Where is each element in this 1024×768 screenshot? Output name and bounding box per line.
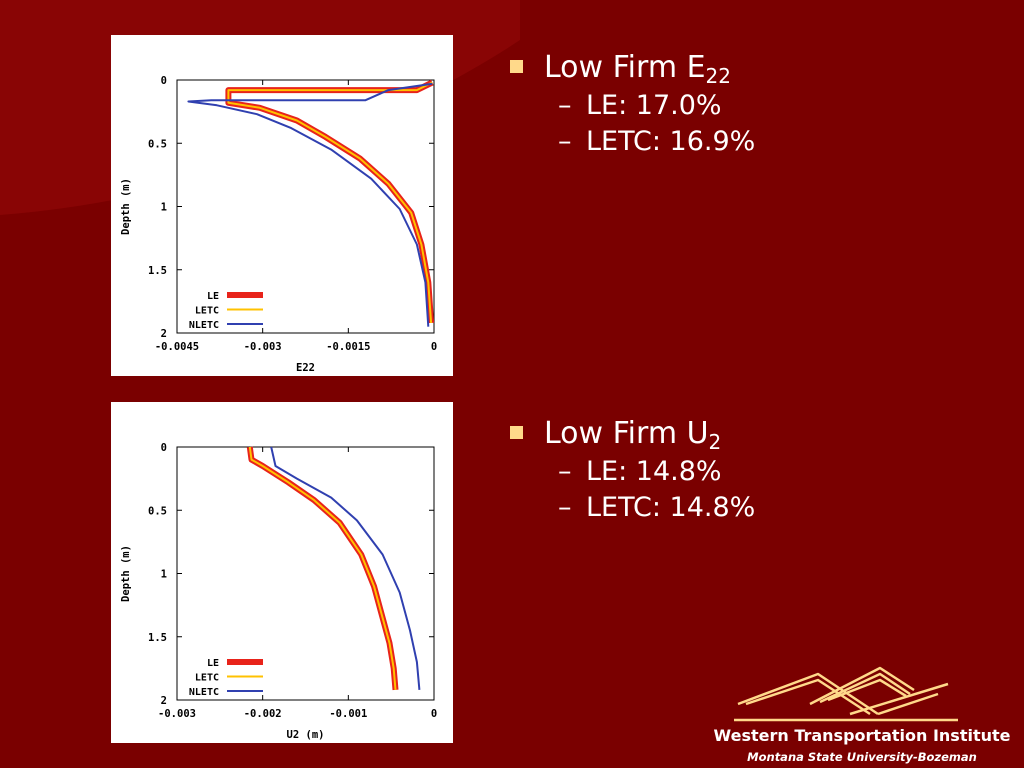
bullet-label: Low Firm U bbox=[544, 416, 709, 451]
legend-label: LETC bbox=[195, 673, 219, 684]
dash-glyph: – bbox=[558, 456, 572, 487]
y-tick-label: 1.5 bbox=[148, 265, 167, 277]
legend-label: LE bbox=[207, 658, 219, 669]
y-tick-label: 0.5 bbox=[148, 505, 167, 517]
e22-depth-chart: -0.0045 -0.003 -0.0015 0 0 0.5 1 1.5 2 E22 Depth (… bbox=[111, 35, 453, 376]
bullet-subscript: 2 bbox=[708, 430, 722, 454]
sub-bullet-text: LETC: 14.8% bbox=[586, 492, 756, 523]
y-tick-label: 1.5 bbox=[148, 632, 167, 644]
dash-glyph: – bbox=[558, 90, 572, 121]
logo-name: Western Transportation Institute bbox=[713, 726, 1011, 745]
series-line-letc bbox=[227, 81, 433, 323]
legend-label: NLETC bbox=[189, 320, 219, 331]
bullet-square-icon bbox=[510, 426, 523, 439]
y-tick-label: 1 bbox=[161, 569, 167, 581]
series-line-nletc bbox=[187, 82, 433, 327]
bullet-square-icon bbox=[510, 60, 523, 73]
y-tick-label: 0 bbox=[161, 442, 167, 454]
x-axis-label: E22 bbox=[296, 362, 315, 374]
y-tick-label: 2 bbox=[161, 328, 167, 340]
x-tick-label: -0.001 bbox=[329, 708, 367, 720]
y-tick-label: 1 bbox=[161, 202, 167, 214]
bullet-group-u2: Low Firm U2 – LE: 14.8% – LETC: 14.8% bbox=[510, 414, 755, 526]
bullet-heading: Low Firm U2 bbox=[510, 414, 755, 454]
series-line-nletc bbox=[270, 446, 421, 690]
u2-depth-chart: -0.003 -0.002 -0.001 0 0 0.5 1 1.5 2 U2 (m) Depth … bbox=[111, 402, 453, 743]
legend-label: NLETC bbox=[189, 687, 219, 698]
series-line-le bbox=[225, 79, 435, 324]
sub-bullet-text: LE: 14.8% bbox=[586, 456, 722, 487]
sub-bullet-text: LE: 17.0% bbox=[586, 90, 722, 121]
x-tick-label: -0.003 bbox=[244, 341, 282, 353]
logo-subtitle: Montana State University-Bozeman bbox=[747, 750, 977, 764]
x-tick-label: 0 bbox=[431, 341, 437, 353]
y-axis-label: Depth (m) bbox=[120, 178, 132, 235]
y-tick-label: 2 bbox=[161, 695, 167, 707]
sub-bullet: – LETC: 16.9% bbox=[558, 124, 755, 160]
x-axis-label: U2 (m) bbox=[287, 729, 325, 741]
bullet-group-e22: Low Firm E22 – LE: 17.0% – LETC: 16.9% bbox=[510, 48, 755, 160]
y-axis-label: Depth (m) bbox=[120, 545, 132, 602]
legend-label: LE bbox=[207, 291, 219, 302]
series-line-le bbox=[246, 446, 399, 691]
series-line-letc bbox=[248, 446, 397, 690]
sub-bullet: – LE: 14.8% bbox=[558, 454, 755, 490]
x-tick-label: 0 bbox=[431, 708, 437, 720]
x-tick-label: -0.0045 bbox=[155, 341, 199, 353]
y-tick-label: 0.5 bbox=[148, 138, 167, 150]
sub-bullet: – LE: 17.0% bbox=[558, 88, 755, 124]
sub-bullet: – LETC: 14.8% bbox=[558, 490, 755, 526]
legend-label: LETC bbox=[195, 306, 219, 317]
x-tick-label: -0.0015 bbox=[326, 341, 370, 353]
wti-logo: Western Transportation Institute Montana… bbox=[700, 662, 1024, 768]
bullet-heading: Low Firm E22 bbox=[510, 48, 755, 88]
x-tick-label: -0.003 bbox=[158, 708, 196, 720]
sub-bullet-text: LETC: 16.9% bbox=[586, 126, 756, 157]
mountain-logo-icon bbox=[734, 666, 958, 722]
bullet-subscript: 22 bbox=[705, 64, 731, 88]
u2-chart-svg: -0.003 -0.002 -0.001 0 0 0.5 1 1.5 2 U2 (m) Depth … bbox=[120, 442, 437, 741]
y-tick-label: 0 bbox=[161, 75, 167, 87]
x-tick-label: -0.002 bbox=[244, 708, 282, 720]
dash-glyph: – bbox=[558, 492, 572, 523]
bullet-label: Low Firm E bbox=[544, 50, 706, 85]
e22-chart-svg: -0.0045 -0.003 -0.0015 0 0 0.5 1 1.5 2 E22 Depth (… bbox=[120, 75, 437, 374]
dash-glyph: – bbox=[558, 126, 572, 157]
